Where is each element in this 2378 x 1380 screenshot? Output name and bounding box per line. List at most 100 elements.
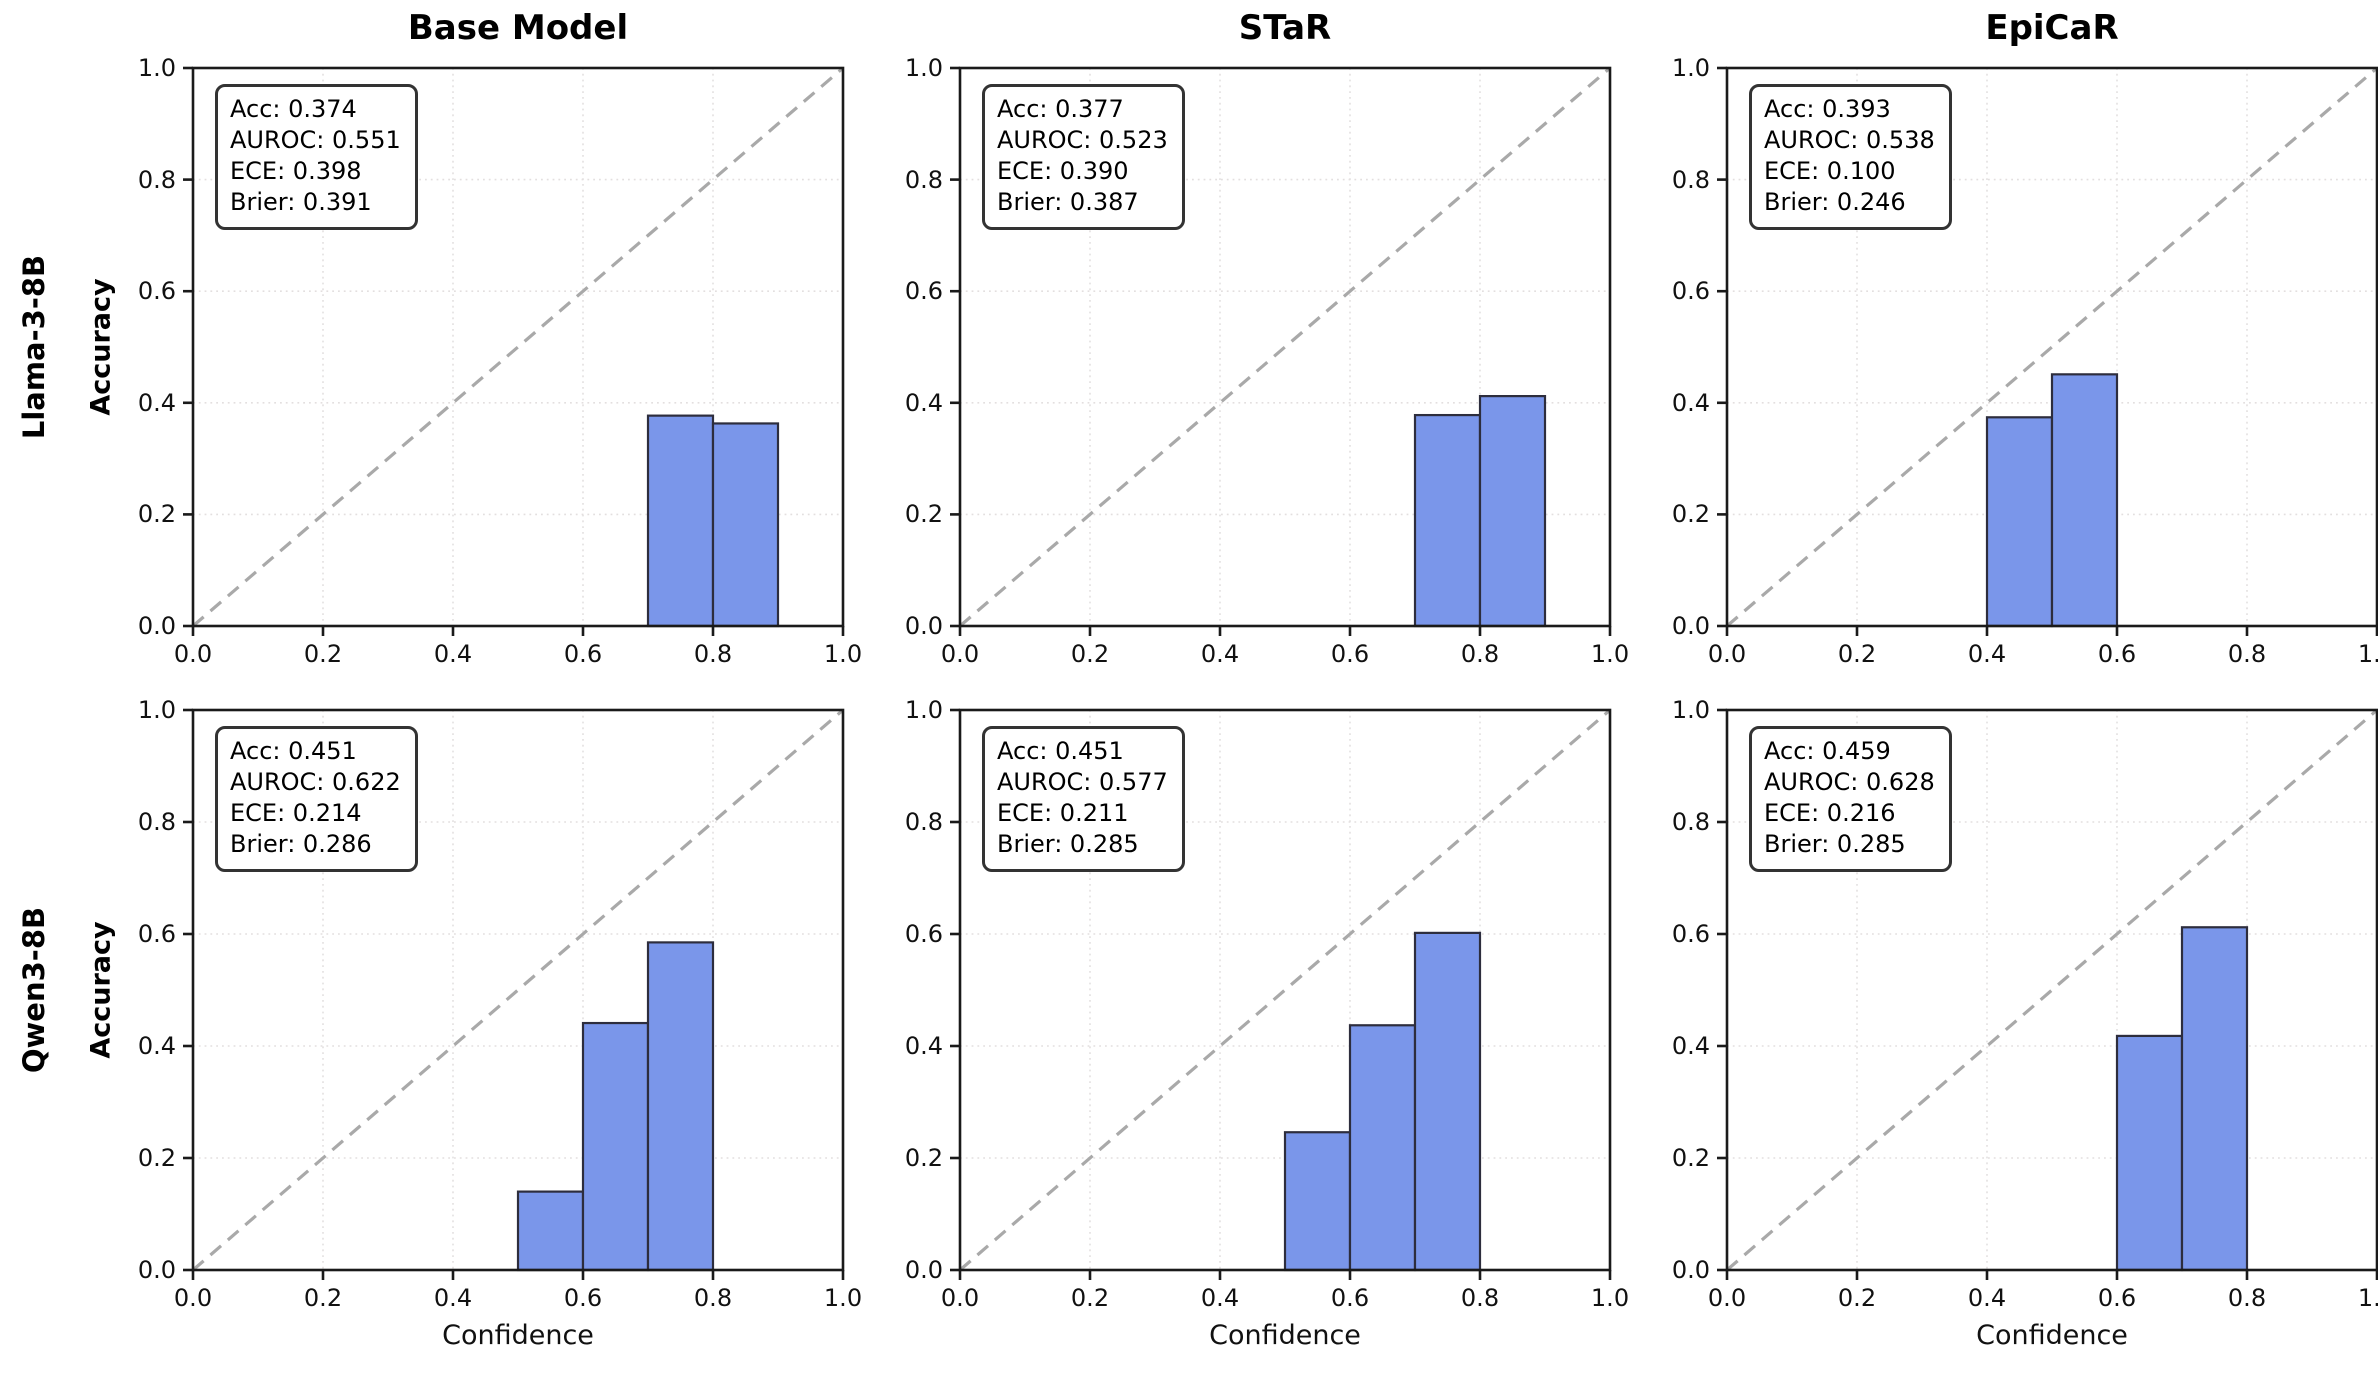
y-tick-label: 0.8 — [904, 808, 943, 836]
axes-canvas — [950, 66, 1612, 636]
x-tick-label: 1.0 — [2357, 640, 2378, 668]
x-tick-label: 0.4 — [1200, 1284, 1240, 1312]
stats-ece: ECE: 0.211 — [997, 799, 1129, 827]
axes-border — [191, 708, 845, 1272]
axes-canvas — [1717, 708, 2378, 1280]
perfect-calibration-line — [1725, 708, 2378, 1272]
x-tick-label: 0.0 — [173, 1284, 213, 1312]
stats-ece: ECE: 0.390 — [997, 157, 1129, 185]
histogram-bar — [1413, 413, 1482, 628]
x-tick-label: 0.2 — [303, 1284, 343, 1312]
y-tick-label: 0.6 — [1671, 920, 1710, 948]
axes-border — [958, 66, 1612, 628]
x-tick-label: 0.6 — [1330, 640, 1370, 668]
y-tick-label: 0.2 — [137, 1144, 176, 1172]
y-tick-label: 0.0 — [1671, 612, 1710, 640]
x-tick-label: 0.8 — [2227, 1284, 2267, 1312]
axes-border — [1725, 708, 2378, 1272]
x-tick-label: 0.0 — [940, 1284, 980, 1312]
perfect-calibration-line — [1725, 66, 2378, 628]
y-tick-label: 0.2 — [137, 500, 176, 529]
stats-box: Acc: 0.451 AUROC: 0.622 ECE: 0.214 Brier… — [215, 726, 418, 872]
subplot-qwen-base-model: Acc: 0.451 AUROC: 0.622 ECE: 0.214 Brier… — [138, 696, 862, 1312]
y-tick-label: 1.0 — [137, 696, 176, 724]
subplot-llama-epicar: Acc: 0.393 AUROC: 0.538 ECE: 0.100 Brier… — [1672, 54, 2378, 668]
stats-acc: Acc: 0.451 — [997, 737, 1124, 765]
y-tick-label: 0.6 — [1671, 277, 1710, 306]
x-tick-label: 1.0 — [823, 640, 863, 668]
stats-brier: Brier: 0.391 — [230, 188, 372, 216]
y-tick-label: 0.2 — [1671, 500, 1710, 529]
stats-box: Acc: 0.374 AUROC: 0.551 ECE: 0.398 Brier… — [215, 84, 418, 230]
y-tick-label: 0.4 — [904, 1032, 943, 1060]
x-tick-label: 0.8 — [2227, 640, 2267, 668]
axes-border — [958, 708, 1612, 1272]
x-axis-label-confidence-col1: Confidence — [442, 1320, 594, 1351]
axes-canvas — [950, 708, 1612, 1280]
subplot-llama-star: Acc: 0.377 AUROC: 0.523 ECE: 0.390 Brier… — [905, 54, 1629, 668]
y-tick-label: 0.4 — [137, 388, 176, 417]
x-tick-label: 0.6 — [1330, 1284, 1370, 1312]
y-tick-label: 1.0 — [904, 54, 943, 82]
perfect-calibration-line — [958, 708, 1612, 1272]
row-label-qwen3-8b: Qwen3-8B — [17, 906, 51, 1074]
histogram-bar — [711, 422, 780, 628]
axes-canvas — [1717, 66, 2378, 636]
y-tick-label: 0.8 — [1671, 165, 1710, 194]
stats-acc: Acc: 0.374 — [230, 95, 357, 123]
x-tick-label: 0.2 — [1837, 640, 1877, 668]
x-tick-label: 0.6 — [2097, 640, 2137, 668]
y-tick-label: 0.0 — [904, 612, 943, 640]
x-tick-label: 0.0 — [173, 640, 213, 668]
y-tick-label: 0.0 — [1671, 1256, 1710, 1284]
y-tick-label: 0.8 — [137, 165, 176, 194]
y-axis-label-accuracy-row2: Accuracy — [85, 921, 117, 1059]
subplot-qwen-star: Acc: 0.451 AUROC: 0.577 ECE: 0.211 Brier… — [905, 696, 1629, 1312]
y-tick-label: 0.0 — [137, 1256, 176, 1284]
stats-ece: ECE: 0.100 — [1764, 157, 1896, 185]
y-tick-label: 0.8 — [904, 165, 943, 194]
subplot-qwen-epicar: Acc: 0.459 AUROC: 0.628 ECE: 0.216 Brier… — [1672, 696, 2378, 1312]
column-title-epicar: EpiCaR — [1985, 8, 2119, 48]
stats-box: Acc: 0.393 AUROC: 0.538 ECE: 0.100 Brier… — [1749, 84, 1952, 230]
y-tick-label: 1.0 — [1671, 54, 1710, 82]
x-tick-label: 0.6 — [563, 640, 603, 668]
perfect-calibration-line — [191, 708, 845, 1272]
stats-ece: ECE: 0.216 — [1764, 799, 1896, 827]
stats-brier: Brier: 0.387 — [997, 188, 1139, 216]
y-tick-label: 0.0 — [904, 1256, 943, 1284]
x-tick-label: 0.8 — [1460, 640, 1500, 668]
stats-box: Acc: 0.377 AUROC: 0.523 ECE: 0.390 Brier… — [982, 84, 1185, 230]
y-tick-label: 0.6 — [137, 277, 176, 306]
column-title-base-model: Base Model — [407, 8, 629, 48]
perfect-calibration-line — [191, 66, 845, 628]
stats-auroc: AUROC: 0.538 — [1764, 126, 1935, 154]
stats-auroc: AUROC: 0.577 — [997, 768, 1168, 796]
stats-acc: Acc: 0.393 — [1764, 95, 1891, 123]
x-tick-label: 0.8 — [693, 1284, 733, 1312]
histogram-bar — [2050, 373, 2119, 628]
y-tick-label: 0.8 — [137, 808, 176, 836]
stats-auroc: AUROC: 0.523 — [997, 126, 1168, 154]
x-tick-label: 0.0 — [1707, 640, 1747, 668]
x-tick-label: 0.0 — [940, 640, 980, 668]
stats-acc: Acc: 0.451 — [230, 737, 357, 765]
y-tick-label: 0.6 — [137, 920, 176, 948]
stats-box: Acc: 0.459 AUROC: 0.628 ECE: 0.216 Brier… — [1749, 726, 1952, 872]
stats-brier: Brier: 0.285 — [1764, 830, 1906, 858]
stats-brier: Brier: 0.246 — [1764, 188, 1906, 216]
x-tick-label: 0.4 — [1967, 1284, 2007, 1312]
histogram-bar — [2115, 1034, 2184, 1272]
axes-canvas — [183, 66, 845, 636]
column-title-star: STaR — [1238, 8, 1332, 48]
x-tick-label: 0.2 — [1070, 1284, 1110, 1312]
y-tick-label: 1.0 — [137, 54, 176, 82]
stats-acc: Acc: 0.459 — [1764, 737, 1891, 765]
x-tick-label: 1.0 — [1590, 1284, 1630, 1312]
y-tick-label: 0.4 — [137, 1032, 176, 1060]
x-tick-label: 0.8 — [1460, 1284, 1500, 1312]
histogram-bar — [1283, 1131, 1352, 1272]
x-axis-label-confidence-col3: Confidence — [1976, 1320, 2128, 1351]
x-tick-label: 1.0 — [1590, 640, 1630, 668]
